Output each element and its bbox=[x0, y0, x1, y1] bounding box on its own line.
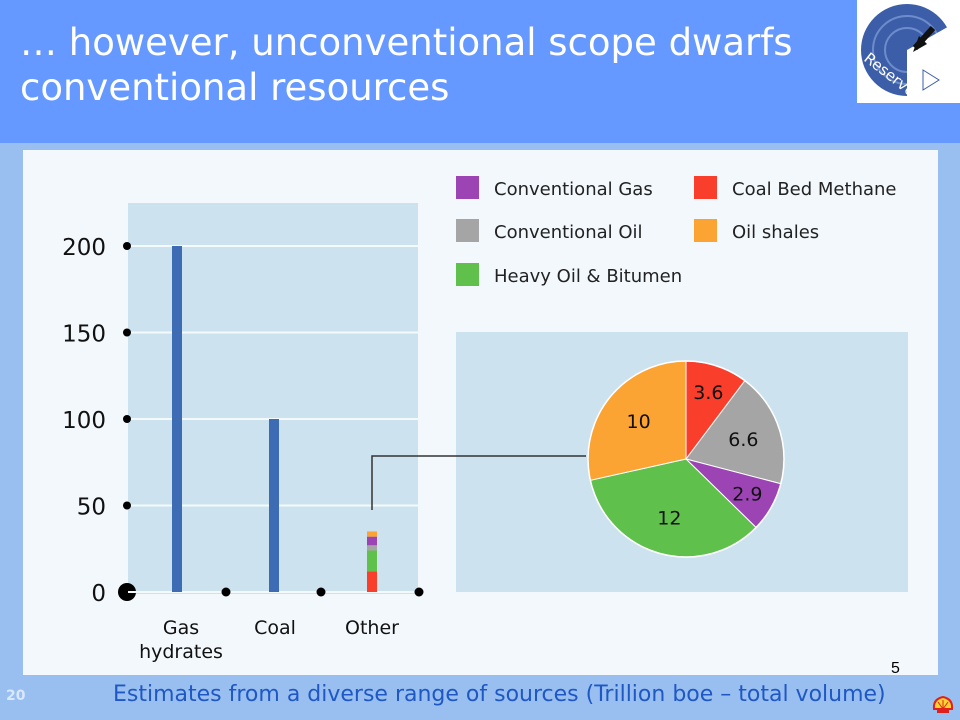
x-tick-mark bbox=[316, 587, 326, 597]
x-tick-mark bbox=[414, 587, 424, 597]
reserves-logo: Reserves bbox=[857, 0, 960, 105]
stacked-bar-segment bbox=[367, 531, 377, 537]
bar bbox=[269, 419, 279, 592]
legend-swatch bbox=[456, 219, 479, 242]
legend-label: Oil shales bbox=[732, 222, 819, 243]
connector-line bbox=[371, 455, 586, 510]
bar bbox=[172, 246, 182, 592]
footer-caption: Estimates from a diverse range of source… bbox=[113, 682, 886, 707]
y-tick-label: 0 bbox=[91, 581, 106, 607]
legend-label: Coal Bed Methane bbox=[732, 179, 897, 200]
pie-outline bbox=[587, 360, 785, 558]
legend-swatch bbox=[456, 263, 479, 286]
pie-data-label: 2.9 bbox=[732, 484, 762, 506]
shell-logo-icon bbox=[932, 694, 954, 716]
page-number: 20 bbox=[6, 688, 26, 704]
slide-number: 5 bbox=[891, 660, 900, 677]
legend-swatch bbox=[694, 176, 717, 199]
y-tick-label: 50 bbox=[77, 495, 106, 521]
stacked-bar-segment bbox=[367, 550, 377, 572]
header-bar bbox=[0, 0, 960, 143]
x-tick-label-line2: hydrates bbox=[139, 641, 223, 663]
x-tick-label: Other bbox=[345, 617, 399, 639]
x-tick-mark bbox=[221, 587, 231, 597]
legend-swatch bbox=[694, 219, 717, 242]
y-tick-label: 200 bbox=[62, 235, 106, 261]
y-tick-mark bbox=[123, 328, 131, 337]
legend-label: Heavy Oil & Bitumen bbox=[494, 266, 682, 287]
pie-data-label: 3.6 bbox=[693, 382, 723, 404]
stacked-bar-segment bbox=[367, 536, 377, 546]
slide-title: … however, unconventional scope dwarfs c… bbox=[20, 21, 793, 109]
stacked-bar-segment bbox=[367, 571, 377, 592]
legend-swatch bbox=[456, 176, 479, 199]
pie-data-label: 12 bbox=[657, 507, 681, 529]
y-tick-label: 150 bbox=[62, 322, 106, 348]
x-tick-label: Gas bbox=[163, 617, 199, 639]
pie-data-label: 10 bbox=[626, 411, 650, 433]
y-tick-mark bbox=[123, 242, 131, 250]
y-tick-mark bbox=[118, 583, 136, 601]
legend-label: Conventional Oil bbox=[494, 222, 643, 243]
pie-data-label: 6.6 bbox=[728, 429, 758, 451]
y-tick-mark bbox=[123, 415, 131, 423]
legend-label: Conventional Gas bbox=[494, 179, 653, 200]
stacked-bar-segment bbox=[367, 545, 377, 551]
x-tick-label: Coal bbox=[254, 617, 296, 639]
y-tick-mark bbox=[123, 501, 131, 510]
y-tick-label: 100 bbox=[62, 408, 106, 434]
